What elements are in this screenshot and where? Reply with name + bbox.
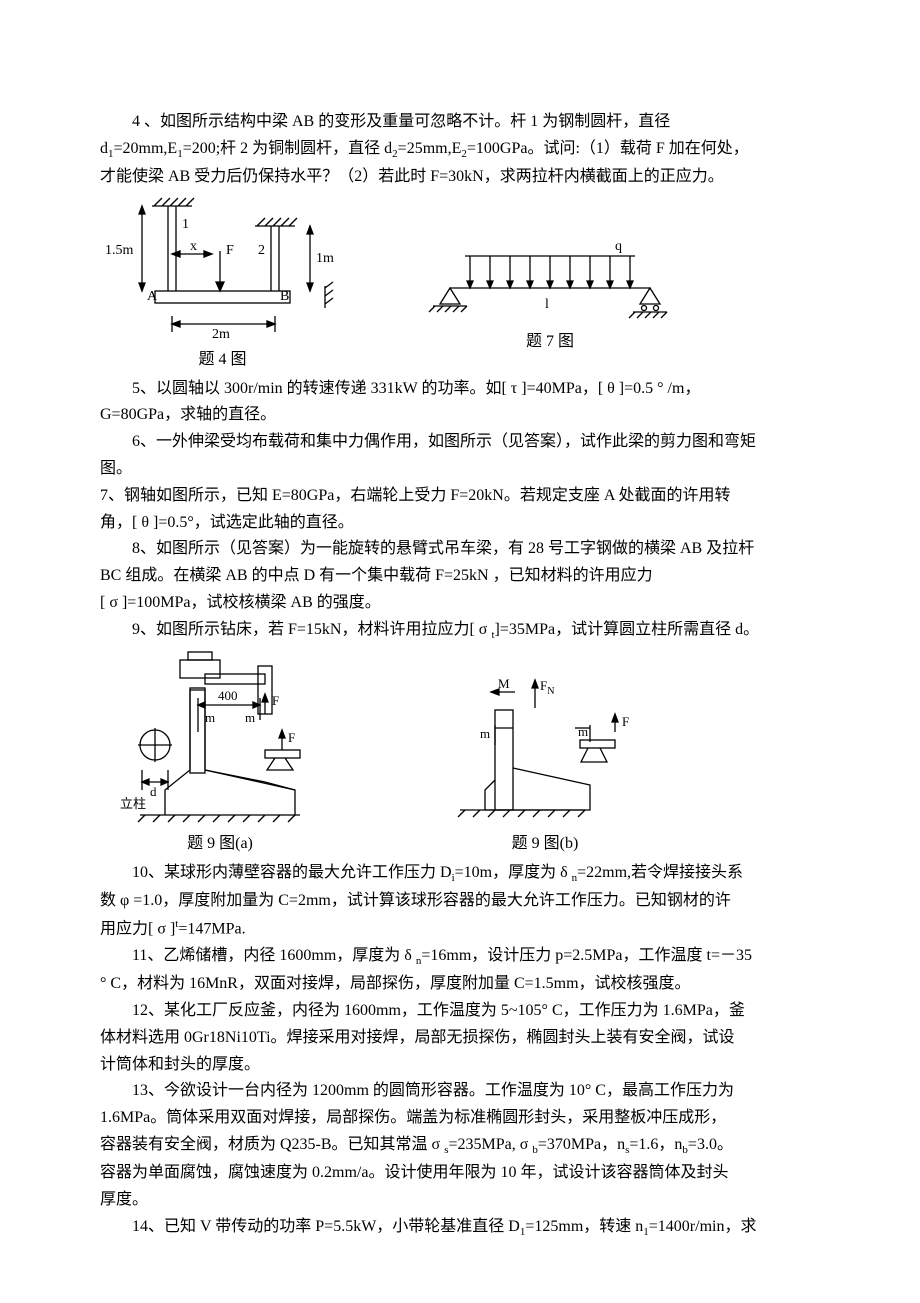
p5-l1: 5、以圆轴以 300r/min 的转速传递 331kW 的功率。如[ τ ]=4… bbox=[100, 377, 820, 402]
p11-l1: 11、乙烯储槽，内径 1600mm，厚度为 δ n=16mm，设计压力 p=2.… bbox=[100, 944, 820, 970]
p11-l2: ° C，材料为 16MnR，双面对接焊，局部探伤，厚度附加量 C=1.5mm，试… bbox=[100, 972, 820, 997]
p7-l1: 7、钢轴如图所示，已知 E=80GPa，右端轮上受力 F=20kN。若规定支座 … bbox=[100, 484, 820, 509]
fig9a-400: 400 bbox=[218, 688, 238, 703]
fig4-ceiling1 bbox=[152, 198, 194, 206]
p8-l2: BC 组成。在横梁 AB 的中点 D 有一个集中载荷 F=25kN ，已知材料的… bbox=[100, 564, 820, 589]
fig4-label-x: x bbox=[190, 239, 197, 254]
fig4-svg: 1 2 1.5m 1m x F A B 2m bbox=[100, 196, 345, 346]
p10-l3: 用应力[ σ ]t=147MPa. bbox=[100, 916, 820, 942]
p10-b: =10m，厚度为 δ bbox=[455, 864, 572, 881]
fig7-label-L: l bbox=[545, 297, 549, 312]
fig9b-m1: m bbox=[480, 726, 490, 741]
fig9a-col: 立柱 bbox=[120, 796, 146, 811]
p12-l3: 计筒体和封头的厚度。 bbox=[100, 1053, 820, 1078]
fig9b-m2: m bbox=[578, 724, 588, 739]
fig7top-block: q l 题 7 图 bbox=[415, 238, 685, 355]
fig9a-d: d bbox=[150, 784, 157, 799]
p8-l3: [ σ ]=100MPa，试校核横梁 AB 的强度。 bbox=[100, 591, 820, 616]
p10-l1: 10、某球形内薄壁容器的最大允许工作压力 Di=10m，厚度为 δ n=22mm… bbox=[100, 861, 820, 887]
fig4-label-A: A bbox=[147, 289, 158, 304]
p9-b: ]=35MPa，试计算圆立柱所需直径 d。 bbox=[495, 621, 760, 638]
p13-3d: =1.6，n bbox=[629, 1136, 682, 1153]
fig4-label-2m: 2m bbox=[212, 327, 230, 342]
fig9a-svg: 400 m m F F d 立柱 bbox=[110, 650, 330, 830]
p13-l4: 容器为单面腐蚀，腐蚀速度为 0.2mm/a。设计使用年限为 10 年，试设计该容… bbox=[100, 1161, 820, 1186]
p10-l2: 数 φ =1.0，厚度附加量为 C=2mm，试计算该球形容器的最大允许工作压力。… bbox=[100, 889, 820, 914]
fig-row-4-7: 1 2 1.5m 1m x F A B 2m 题 4 图 bbox=[100, 196, 820, 373]
p4-d1c: =200;杆 2 为铜制圆杆，直径 d bbox=[183, 140, 392, 157]
fig4-label-1: 1 bbox=[182, 217, 189, 232]
p10-3b: =147MPa. bbox=[178, 920, 245, 937]
p4-line3: 才能使梁 AB 受力后仍保持水平？（2）若此时 F=30kN，求两拉杆内横截面上… bbox=[100, 165, 820, 190]
p4-d1b: =20mm,E bbox=[114, 140, 178, 157]
fig7top-caption: 题 7 图 bbox=[526, 330, 574, 355]
fig4-label-F: F bbox=[226, 243, 234, 258]
fig9a-F1: F bbox=[272, 693, 279, 708]
p14-b: =125mm，转速 n bbox=[525, 1218, 643, 1235]
p13-3a: 容器装有安全阀，材质为 Q235-B。已知其常温 σ bbox=[100, 1136, 444, 1153]
fig7-label-q: q bbox=[615, 239, 622, 254]
p13-l5: 厚度。 bbox=[100, 1188, 820, 1213]
p9-a: 9、如图所示钻床，若 F=15kN，材料许用拉应力[ σ bbox=[132, 621, 491, 638]
p14-c: =1400r/min，求 bbox=[649, 1218, 757, 1235]
fig9a-m2: m bbox=[245, 710, 255, 725]
p13-3c: =370MPa，n bbox=[538, 1136, 625, 1153]
p14-a: 14、已知 V 带传动的功率 P=5.5kW，小带轮基准直径 D bbox=[132, 1218, 520, 1235]
fig9b-F: F bbox=[622, 714, 629, 729]
fig7top-svg: q l bbox=[415, 238, 685, 328]
p10-c: =22mm,若令焊接接头系 bbox=[577, 864, 743, 881]
fig9a-caption: 题 9 图(a) bbox=[187, 832, 253, 857]
p12-l1: 12、某化工厂反应釜，内径为 1600mm，工作温度为 5~105° C，工作压… bbox=[100, 999, 820, 1024]
fig9b-svg: M FN F m m bbox=[440, 670, 650, 830]
p13-3e: =3.0。 bbox=[688, 1136, 733, 1153]
p5-l2: G=80GPa，求轴的直径。 bbox=[100, 403, 820, 428]
p11-a: 11、乙烯储槽，内径 1600mm，厚度为 δ bbox=[132, 947, 416, 964]
fig4-caption: 题 4 图 bbox=[198, 348, 246, 373]
fig-row-9: 400 m m F F d 立柱 题 9 图(a) bbox=[100, 650, 820, 857]
fig9b-caption: 题 9 图(b) bbox=[512, 832, 579, 857]
p9-lead: 9、如图所示钻床，若 F=15kN，材料许用拉应力[ σ t]=35MPa，试计… bbox=[100, 618, 820, 644]
fig4-ceiling2 bbox=[255, 218, 297, 226]
p4-line1: 4 、如图所示结构中梁 AB 的变形及重量可忽略不计。杆 1 为钢制圆杆，直径 bbox=[100, 110, 820, 135]
p10-a: 10、某球形内薄壁容器的最大允许工作压力 D bbox=[132, 864, 452, 881]
p4-d1e: =100GPa。试问:（1）载荷 F 加在何处， bbox=[467, 140, 749, 157]
p6-l1: 6、一外伸梁受均布载荷和集中力偶作用，如图所示（见答案），试作此梁的剪力图和弯矩 bbox=[100, 430, 820, 455]
fig4-label-2: 2 bbox=[258, 243, 265, 258]
p4-d1a: d bbox=[100, 140, 108, 157]
p13-l2: 1.6MPa。筒体采用双面对焊接，局部探伤。端盖为标准椭圆形封头，采用整板冲压成… bbox=[100, 1106, 820, 1131]
p4-d1d: =25mm,E bbox=[398, 140, 462, 157]
p6-l2: 图。 bbox=[100, 457, 820, 482]
fig7-arrows bbox=[467, 256, 633, 288]
fig9a-m1: m bbox=[205, 710, 215, 725]
fig4-label-B: B bbox=[280, 289, 289, 304]
p11-b: =16mm，设计压力 p=2.5MPa，工作温度 t=－35 bbox=[421, 947, 752, 964]
p13-3b: =235MPa, σ bbox=[448, 1136, 532, 1153]
p10-3a: 用应力[ σ ] bbox=[100, 920, 175, 937]
fig9b-block: M FN F m m 题 9 图(b) bbox=[440, 670, 650, 857]
p13-l1: 13、今欲设计一台内径为 1200mm 的圆筒形容器。工作温度为 10° C，最… bbox=[100, 1079, 820, 1104]
p12-l2: 体材料选用 0Gr18Ni10Ti。焊接采用对接焊，局部无损探伤，椭圆封头上装有… bbox=[100, 1026, 820, 1051]
p8-l1: 8、如图所示（见答案）为一能旋转的悬臂式吊车梁，有 28 号工字钢做的横梁 AB… bbox=[100, 537, 820, 562]
fig9b-M: M bbox=[498, 676, 510, 691]
fig4-block: 1 2 1.5m 1m x F A B 2m 题 4 图 bbox=[100, 196, 345, 373]
fig4-label-15m: 1.5m bbox=[105, 243, 134, 258]
p7-l2: 角，[ θ ]=0.5°，试选定此轴的直径。 bbox=[100, 511, 820, 536]
fig9b-FN: FN bbox=[540, 678, 554, 697]
fig9a-block: 400 m m F F d 立柱 题 9 图(a) bbox=[110, 650, 330, 857]
fig9a-F2: F bbox=[288, 730, 295, 745]
p13-l3: 容器装有安全阀，材质为 Q235-B。已知其常温 σ s=235MPa, σ b… bbox=[100, 1133, 820, 1159]
p14-l1: 14、已知 V 带传动的功率 P=5.5kW，小带轮基准直径 D1=125mm，… bbox=[100, 1215, 820, 1241]
fig4-label-1m: 1m bbox=[316, 251, 334, 266]
p4-line2: d1=20mm,E1=200;杆 2 为铜制圆杆，直径 d2=25mm,E2=1… bbox=[100, 137, 820, 163]
